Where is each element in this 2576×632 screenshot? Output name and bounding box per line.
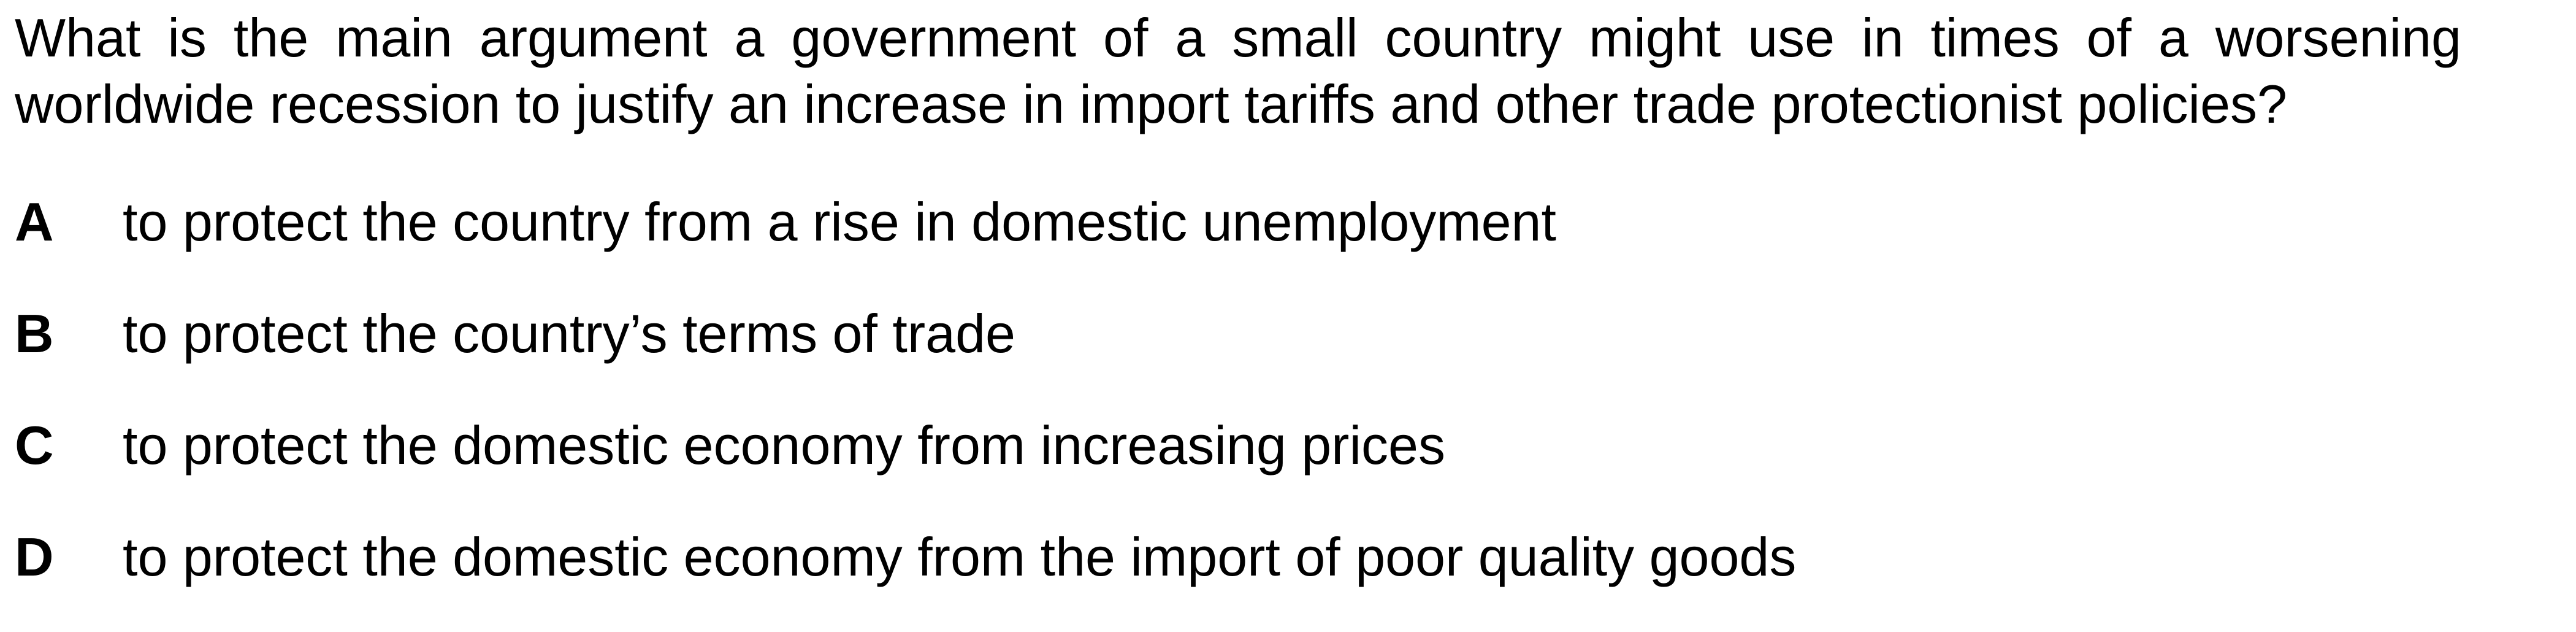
option-text: to protect the country from a rise in do… <box>123 191 1556 252</box>
option-text: to protect the country’s terms of trade <box>123 303 1015 364</box>
option-letter: A <box>15 191 54 252</box>
option-a: A to protect the country from a rise in … <box>15 185 2529 297</box>
question-text: What is the main argument a government o… <box>15 7 2461 134</box>
option-c: C to protect the domestic economy from i… <box>15 409 2529 520</box>
option-d: D to protect the domestic economy from t… <box>15 520 2529 632</box>
question-page: What is the main argument a government o… <box>15 7 2461 587</box>
option-letter: C <box>15 415 54 476</box>
option-letter: D <box>15 526 54 587</box>
option-letter: B <box>15 303 54 364</box>
option-text: to protect the domestic economy from the… <box>123 526 1797 587</box>
answer-options: A to protect the country from a rise in … <box>15 185 2529 632</box>
option-b: B to protect the country’s terms of trad… <box>15 297 2529 409</box>
option-text: to protect the domestic economy from inc… <box>123 415 1445 476</box>
